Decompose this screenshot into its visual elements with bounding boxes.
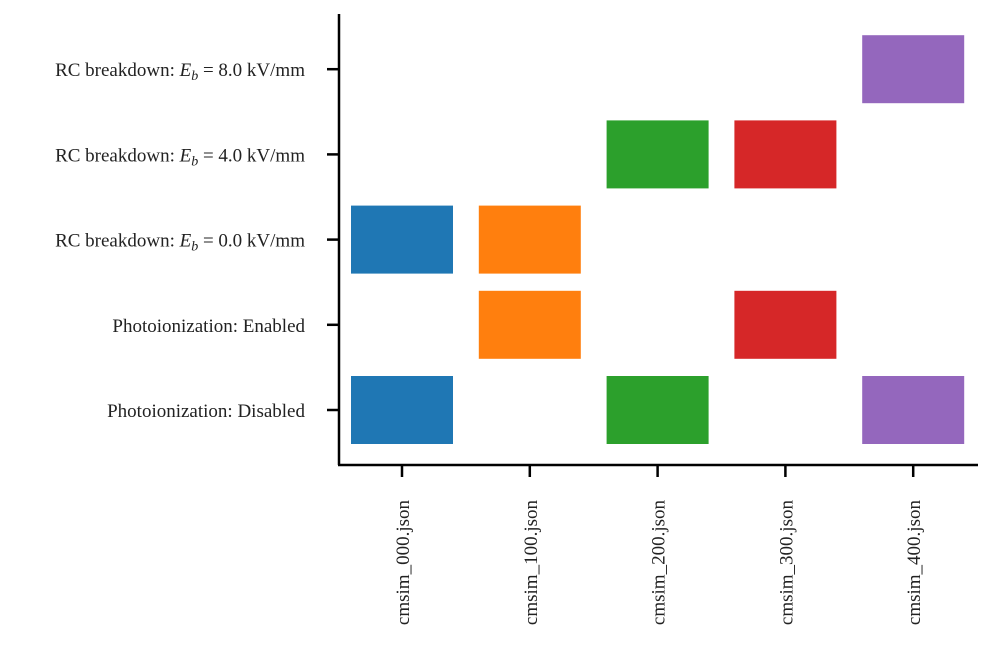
cell-cmsim_200-json-row-0: [606, 376, 709, 444]
cell-cmsim_100-json-row-2: [478, 205, 581, 274]
y-tick-label-0: Photoionization: Disabled: [107, 401, 305, 422]
cells-layer: [351, 35, 965, 444]
cell-cmsim_100-json-row-1: [478, 290, 581, 359]
cell-cmsim_400-json-row-0: [862, 376, 965, 444]
cell-cmsim_300-json-row-1: [734, 290, 837, 359]
cell-cmsim_400-json-row-4: [862, 35, 965, 104]
y-tick-label-1: Photoionization: Enabled: [112, 316, 305, 337]
x-tick-label-2: cmsim_200.json: [649, 500, 670, 626]
x-tick-label-1: cmsim_100.json: [521, 500, 542, 626]
cell-cmsim_200-json-row-3: [606, 120, 709, 189]
y-tick-label-4: RC breakdown: Eb = 8.0 kV/mm: [55, 60, 305, 84]
x-tick-label-3: cmsim_300.json: [776, 500, 797, 626]
x-ticks: cmsim_000.json cmsim_100.json cmsim_200.js…: [393, 465, 925, 625]
y-tick-label-3: RC breakdown: Eb = 4.0 kV/mm: [55, 145, 305, 169]
cell-cmsim_000-json-row-2: [351, 205, 453, 274]
cell-cmsim_300-json-row-3: [734, 120, 837, 189]
y-ticks: Photoionization: Disabled Photoionization…: [55, 60, 339, 422]
cell-cmsim_000-json-row-0: [351, 376, 453, 444]
y-tick-label-2: RC breakdown: Eb = 0.0 kV/mm: [55, 231, 305, 255]
x-tick-label-4: cmsim_400.json: [904, 500, 925, 626]
x-tick-label-0: cmsim_000.json: [393, 500, 414, 626]
